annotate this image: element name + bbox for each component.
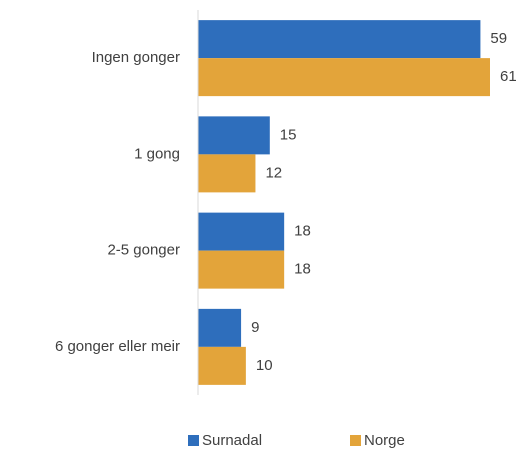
y-tick-label: 6 gonger eller meir [55, 338, 180, 355]
bar [198, 116, 270, 155]
data-label: 61 [500, 68, 517, 85]
data-label: 12 [265, 164, 282, 181]
bar [198, 20, 481, 59]
y-tick-label: Ingen gonger [92, 49, 180, 66]
data-label: 18 [294, 223, 311, 240]
bar [198, 212, 285, 251]
y-tick-label: 1 gong [134, 145, 180, 162]
y-tick-label: 2-5 gonger [107, 242, 180, 259]
data-label: 9 [251, 319, 259, 336]
bar [198, 154, 256, 193]
legend-label: Norge [364, 432, 405, 449]
data-label: 59 [490, 30, 507, 47]
legend-swatch [350, 435, 361, 446]
data-label: 15 [280, 126, 297, 143]
bar [198, 58, 490, 97]
legend-swatch [188, 435, 199, 446]
data-label: 10 [256, 357, 273, 374]
bar [198, 346, 246, 385]
bar [198, 308, 242, 347]
legend-label: Surnadal [202, 432, 262, 449]
data-label: 18 [294, 261, 311, 278]
bar [198, 250, 285, 289]
